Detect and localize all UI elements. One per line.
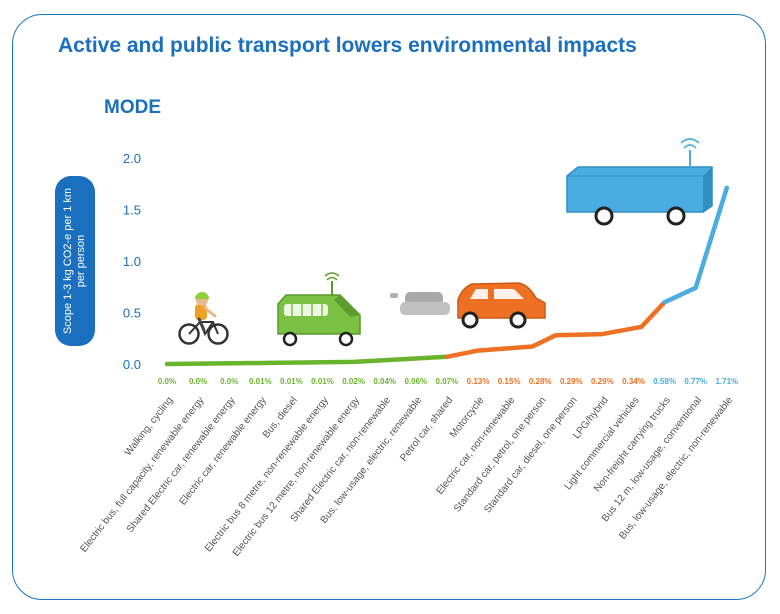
data-label: 0.15% (498, 377, 521, 386)
x-tick-label: Electric bus, full capacity, renewable e… (78, 395, 206, 554)
mode-heading: MODE (104, 97, 161, 118)
data-label: 0.0% (189, 377, 207, 386)
data-label: 0.01% (280, 377, 303, 386)
y-tick-label: 2.0 (123, 151, 141, 166)
y-tick-label: 1.5 (123, 203, 141, 218)
data-label: 0.0% (220, 377, 238, 386)
data-label: 0.77% (684, 377, 707, 386)
data-label: 0.34% (622, 377, 645, 386)
data-label: 0.01% (311, 377, 334, 386)
illustrations (178, 138, 713, 347)
x-tick-label: Bus, low-usage, electric, non-renewable (617, 395, 735, 542)
y-tick-label: 1.0 (123, 254, 141, 269)
data-label: 0.06% (404, 377, 427, 386)
data-label: 0.58% (653, 377, 676, 386)
data-label: 0.01% (249, 377, 272, 386)
data-label: 0.13% (467, 377, 490, 386)
data-label: 0.28% (529, 377, 552, 386)
data-labels: 0.0% 0.0% 0.0% 0.01% 0.01% 0.01% 0.02% 0.04% 0.0… (158, 377, 738, 386)
y-tick-label: 0.5 (123, 306, 141, 321)
data-label: 0.02% (342, 377, 365, 386)
curve-segment-bus (662, 185, 730, 305)
curve-segment-active (164, 354, 450, 367)
data-label: 0.29% (560, 377, 583, 386)
bus-illustration (566, 138, 713, 226)
cyclist-illustration (178, 292, 229, 345)
page-title: Active and public transport lowers envir… (58, 34, 637, 57)
data-label: 0.07% (436, 377, 459, 386)
data-label: 0.0% (158, 377, 176, 386)
electric-bus-illustration (277, 272, 361, 347)
y-tick-label: 0.0 (123, 357, 141, 372)
y-axis-ticks: 0.0 0.5 1.0 1.5 2.0 (123, 151, 141, 372)
data-label: 1.71% (715, 377, 738, 386)
data-label: 0.29% (591, 377, 614, 386)
chart-card (12, 14, 766, 600)
emissions-curve (164, 185, 730, 367)
y-axis-label-pill (55, 176, 95, 346)
data-label: 0.04% (373, 377, 396, 386)
car-illustration (390, 282, 546, 329)
curve-segment-car (444, 299, 667, 360)
